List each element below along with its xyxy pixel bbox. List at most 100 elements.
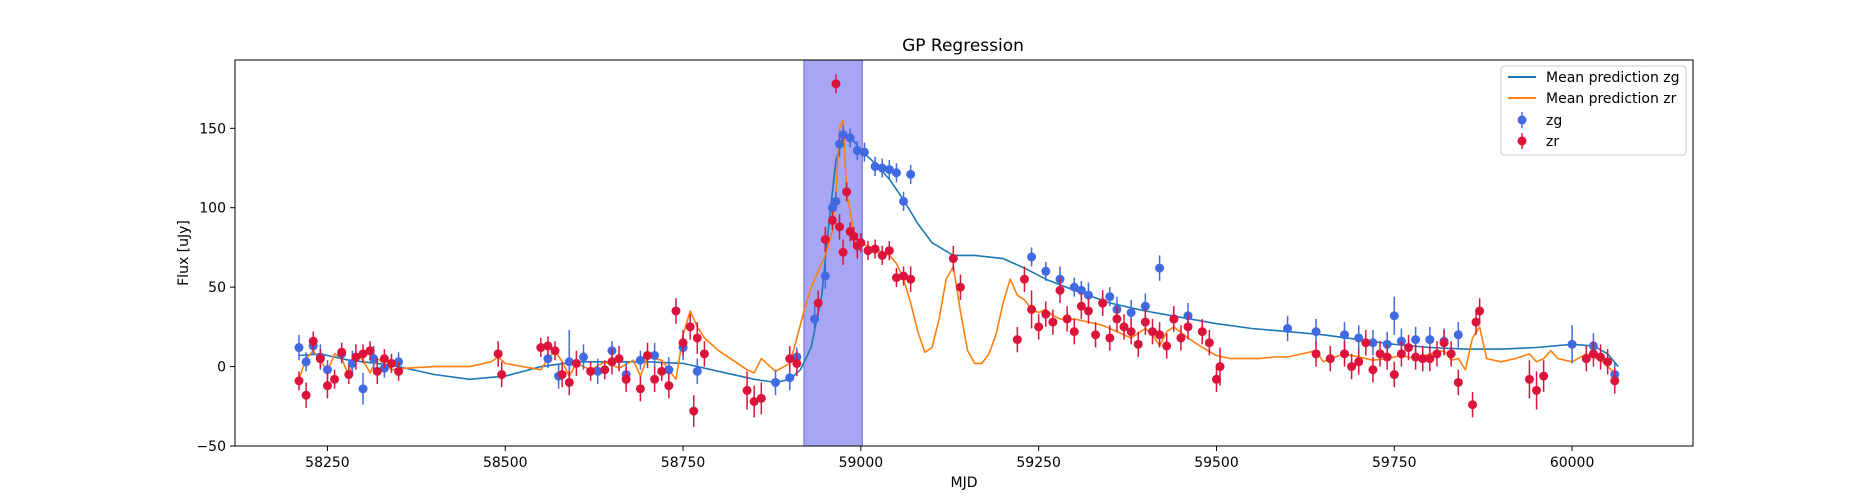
marker-zr: [1532, 385, 1542, 395]
point-zr: [1091, 322, 1101, 348]
point-zg: [845, 128, 855, 148]
x-tick-label: 58750: [661, 455, 706, 471]
marker-zr: [685, 322, 695, 332]
point-zr: [543, 336, 553, 356]
point-zr: [863, 241, 873, 261]
marker-zg: [1389, 311, 1399, 321]
point-zr: [1140, 309, 1150, 335]
point-zr: [1126, 318, 1136, 345]
point-zr: [394, 361, 404, 381]
marker-zr: [1041, 309, 1051, 319]
point-zr: [1375, 341, 1385, 367]
marker-zr: [891, 273, 901, 283]
marker-zr: [372, 366, 382, 376]
marker-zg: [1453, 330, 1463, 340]
marker-zr: [948, 254, 958, 264]
marker-zr: [1105, 333, 1115, 343]
marker-zr: [607, 357, 617, 367]
point-zr: [614, 345, 624, 372]
point-zg: [838, 125, 848, 145]
point-zr: [678, 330, 688, 356]
point-zr: [1439, 330, 1449, 356]
point-zg: [1368, 330, 1378, 356]
point-zr: [877, 245, 887, 265]
point-zg: [650, 342, 660, 369]
point-zg: [891, 163, 901, 183]
marker-zr: [1361, 338, 1371, 348]
point-zr: [827, 210, 837, 230]
marker-zg: [810, 314, 820, 324]
point-zr: [948, 245, 958, 272]
marker-zr: [835, 222, 845, 232]
point-zr: [643, 342, 653, 369]
legend-marker-zg: [1517, 115, 1527, 125]
marker-zg: [1105, 292, 1115, 302]
marker-zr: [650, 374, 660, 384]
point-zr: [344, 364, 354, 385]
marker-zr: [863, 246, 873, 256]
marker-zr: [1215, 362, 1225, 372]
legend-marker-zr: [1517, 136, 1527, 146]
point-zr: [571, 350, 581, 377]
point-zr: [1147, 318, 1157, 345]
marker-zr: [571, 358, 581, 368]
point-zr: [1211, 366, 1221, 392]
marker-zg: [877, 163, 887, 173]
marker-zg: [1027, 252, 1037, 262]
x-tick-label: 60000: [1550, 455, 1595, 471]
point-zr: [1325, 345, 1335, 372]
marker-zr: [1169, 314, 1179, 324]
point-zr: [1069, 318, 1079, 345]
point-zr: [657, 361, 667, 381]
point-zr: [557, 361, 567, 388]
point-zr: [1019, 266, 1029, 292]
marker-zr: [1098, 298, 1108, 308]
marker-zr: [330, 374, 340, 384]
marker-zg: [899, 196, 909, 206]
chart-title: GP Regression: [902, 36, 1024, 56]
point-zr: [813, 290, 823, 316]
marker-zg: [1340, 330, 1350, 340]
point-zr: [1596, 344, 1606, 370]
marker-zg: [1069, 282, 1079, 292]
marker-zr: [1012, 335, 1022, 345]
marker-zg: [859, 147, 869, 157]
point-zr: [1169, 306, 1179, 332]
marker-zr: [1340, 349, 1350, 359]
marker-zr: [1211, 374, 1221, 384]
marker-zr: [621, 374, 631, 384]
marker-zg: [1354, 333, 1364, 343]
point-zg: [906, 164, 916, 184]
x-tick-label: 58250: [305, 455, 350, 471]
marker-zr: [379, 354, 389, 364]
marker-zr: [1475, 306, 1485, 316]
marker-zr: [1091, 330, 1101, 340]
point-zr: [838, 239, 848, 265]
marker-zg: [1411, 335, 1421, 345]
marker-zr: [689, 406, 699, 416]
marker-zr: [564, 377, 574, 387]
marker-zr: [1411, 352, 1421, 362]
marker-zr: [635, 384, 645, 394]
marker-zr: [1368, 365, 1378, 375]
marker-zr: [692, 333, 702, 343]
marker-zr: [664, 381, 674, 391]
point-zr: [1340, 341, 1350, 367]
marker-zg: [891, 168, 901, 178]
point-zr: [586, 361, 596, 381]
point-zr: [365, 341, 375, 361]
marker-zr: [1155, 330, 1165, 340]
marker-zg: [1155, 263, 1165, 273]
point-zg: [877, 158, 887, 178]
marker-zg: [1041, 266, 1051, 276]
marker-zr: [842, 187, 852, 197]
marker-zr: [870, 244, 880, 254]
marker-zr: [386, 358, 396, 368]
marker-zr: [308, 336, 318, 346]
marker-zr: [813, 298, 823, 308]
point-zr: [493, 341, 503, 367]
marker-zr: [955, 282, 965, 292]
y-tick-label: −50: [196, 439, 226, 455]
point-zr: [1076, 293, 1086, 319]
